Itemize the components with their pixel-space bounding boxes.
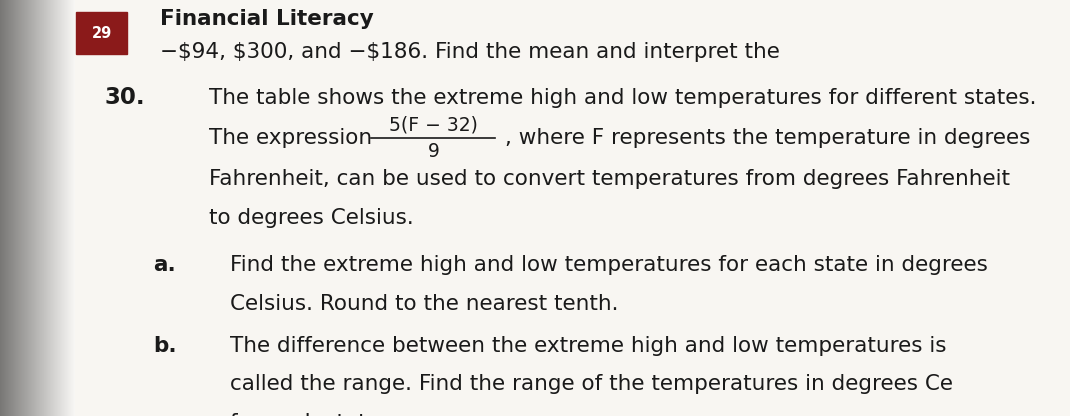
Text: called the range. Find the range of the temperatures in degrees Ce: called the range. Find the range of the … [230, 374, 953, 394]
Text: The difference between the extreme high and low temperatures is: The difference between the extreme high … [230, 336, 947, 356]
Text: 30.: 30. [105, 86, 146, 109]
Text: , where F represents the temperature in degrees: , where F represents the temperature in … [505, 128, 1030, 148]
Text: to degrees Celsius.: to degrees Celsius. [209, 208, 413, 228]
Text: Fahrenheit, can be used to convert temperatures from degrees Fahrenheit: Fahrenheit, can be used to convert tempe… [209, 169, 1010, 189]
Text: The expression: The expression [209, 128, 371, 148]
Text: Find the extreme high and low temperatures for each state in degrees: Find the extreme high and low temperatur… [230, 255, 988, 275]
Text: The table shows the extreme high and low temperatures for different states.: The table shows the extreme high and low… [209, 88, 1036, 108]
FancyBboxPatch shape [75, 0, 1070, 416]
Text: b.: b. [153, 336, 177, 356]
Text: Celsius. Round to the nearest tenth.: Celsius. Round to the nearest tenth. [230, 294, 618, 314]
Text: 5(F − 32): 5(F − 32) [388, 115, 478, 134]
FancyBboxPatch shape [76, 12, 127, 54]
Text: 9: 9 [427, 142, 440, 161]
Text: 29: 29 [92, 26, 111, 41]
Text: Financial Literacy: Financial Literacy [160, 9, 374, 29]
Text: a.: a. [153, 255, 175, 275]
Text: for each state.: for each state. [230, 413, 386, 416]
Text: −$94, $300, and −$186. Find the mean and interpret the: −$94, $300, and −$186. Find the mean and… [160, 42, 780, 62]
